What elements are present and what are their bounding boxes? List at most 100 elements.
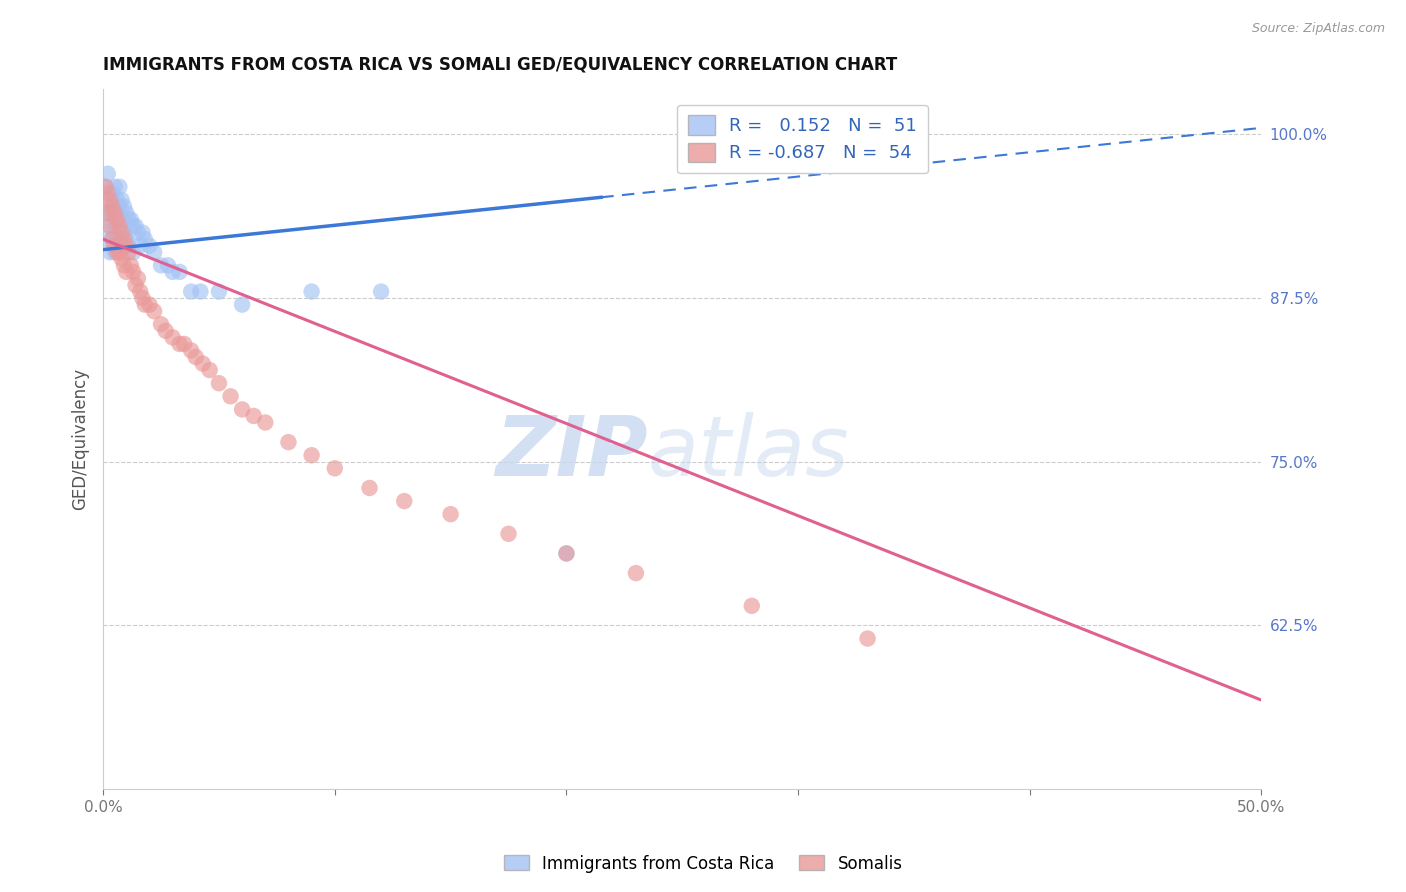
Point: [191, 357, 214, 371]
Point: [94, 179, 117, 194]
Point: [98, 206, 121, 220]
Point: [97, 167, 120, 181]
Point: [277, 435, 299, 450]
Point: [231, 402, 253, 417]
Point: [138, 298, 160, 312]
Point: [104, 179, 127, 194]
Point: [122, 265, 145, 279]
Point: [101, 186, 124, 201]
Point: [112, 226, 135, 240]
Point: [105, 232, 128, 246]
Point: [101, 199, 124, 213]
Point: [115, 265, 138, 279]
Point: [111, 193, 134, 207]
Point: [173, 337, 195, 351]
Point: [138, 238, 160, 252]
Point: [301, 285, 323, 299]
Point: [198, 363, 221, 377]
Point: [129, 285, 152, 299]
Point: [105, 193, 128, 207]
Point: [101, 232, 124, 246]
Point: [134, 298, 156, 312]
Point: [394, 494, 416, 508]
Point: [97, 186, 120, 201]
Point: [155, 324, 177, 338]
Point: [108, 199, 131, 213]
Point: [184, 350, 207, 364]
Point: [97, 193, 120, 207]
Point: [856, 632, 879, 646]
Text: IMMIGRANTS FROM COSTA RICA VS SOMALI GED/EQUIVALENCY CORRELATION CHART: IMMIGRANTS FROM COSTA RICA VS SOMALI GED…: [103, 55, 897, 73]
Point: [105, 212, 128, 227]
Point: [115, 206, 138, 220]
Point: [150, 258, 173, 272]
Point: [104, 206, 127, 220]
Point: [131, 291, 153, 305]
Point: [624, 566, 647, 580]
Point: [180, 285, 202, 299]
Point: [101, 206, 124, 220]
Point: [111, 252, 134, 266]
Point: [169, 337, 191, 351]
Point: [122, 219, 145, 233]
Point: [98, 219, 121, 233]
Point: [115, 238, 138, 252]
Point: [108, 219, 131, 233]
Point: [111, 212, 134, 227]
Point: [242, 409, 264, 423]
Point: [112, 232, 135, 246]
Point: [111, 238, 134, 252]
Point: [120, 212, 142, 227]
Point: [117, 212, 139, 227]
Text: Source: ZipAtlas.com: Source: ZipAtlas.com: [1251, 22, 1385, 36]
Point: [104, 219, 127, 233]
Point: [97, 232, 120, 246]
Point: [741, 599, 763, 613]
Point: [112, 258, 135, 272]
Point: [112, 199, 135, 213]
Point: [94, 179, 117, 194]
Point: [162, 330, 184, 344]
Point: [219, 389, 242, 403]
Point: [98, 193, 121, 207]
Point: [108, 232, 131, 246]
Text: atlas: atlas: [648, 412, 849, 493]
Point: [323, 461, 346, 475]
Point: [208, 376, 231, 391]
Point: [101, 232, 124, 246]
Point: [94, 206, 117, 220]
Point: [555, 546, 578, 560]
Point: [180, 343, 202, 358]
Point: [127, 226, 149, 240]
Point: [98, 219, 121, 233]
Point: [150, 318, 173, 332]
Point: [301, 448, 323, 462]
Point: [124, 219, 146, 233]
Point: [105, 245, 128, 260]
Point: [115, 232, 138, 246]
Point: [254, 416, 277, 430]
Point: [169, 265, 191, 279]
Point: [127, 271, 149, 285]
Point: [98, 245, 121, 260]
Legend: Immigrants from Costa Rica, Somalis: Immigrants from Costa Rica, Somalis: [496, 848, 910, 880]
Point: [143, 245, 166, 260]
Point: [359, 481, 381, 495]
Point: [120, 258, 142, 272]
Point: [370, 285, 392, 299]
Text: ZIP: ZIP: [495, 412, 648, 493]
Point: [129, 238, 152, 252]
Point: [97, 206, 120, 220]
Point: [117, 238, 139, 252]
Point: [143, 304, 166, 318]
Point: [190, 285, 212, 299]
Point: [108, 179, 131, 194]
Point: [162, 265, 184, 279]
Point: [131, 226, 153, 240]
Legend: R =   0.152   N =  51, R = -0.687   N =  54: R = 0.152 N = 51, R = -0.687 N = 54: [678, 104, 928, 173]
Point: [122, 245, 145, 260]
Point: [134, 232, 156, 246]
Point: [555, 546, 578, 560]
Point: [104, 245, 127, 260]
Point: [117, 245, 139, 260]
